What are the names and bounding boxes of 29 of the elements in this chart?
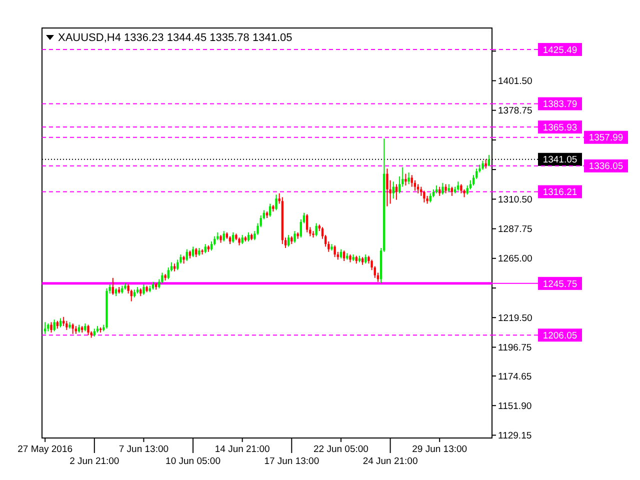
ref-line-label: 1206.05 — [542, 330, 578, 342]
y-tick-label: 1401.50 — [498, 76, 532, 88]
ref-line-label: 1357.99 — [588, 132, 624, 144]
y-tick-label: 1287.75 — [498, 224, 532, 236]
y-tick-label: 1378.75 — [498, 106, 532, 117]
x-tick-label: 27 May 2016 — [18, 444, 73, 455]
ref-line-label: 1425.49 — [542, 44, 578, 56]
x-tick-label: 22 Jun 05:00 — [314, 444, 368, 455]
ref-line-label: 1316.21 — [542, 187, 578, 198]
x-tick-label: 24 Jun 21:00 — [362, 456, 418, 467]
y-tick-label: 1174.65 — [498, 371, 532, 382]
x-tick-label: 17 Jun 13:00 — [264, 456, 320, 467]
y-tick-label: 1265.00 — [498, 254, 532, 265]
ref-line-label: 1341.05 — [542, 154, 578, 166]
y-tick-label: 1310.50 — [498, 194, 532, 206]
ref-line-label: 1245.75 — [542, 278, 578, 290]
chart-title: XAUUSD,H4 1336.23 1344.45 1335.78 1341.05 — [58, 32, 292, 44]
y-tick-label: 1219.50 — [498, 312, 532, 324]
y-tick-label: 1196.75 — [498, 342, 532, 354]
x-tick-label: 10 Jun 05:00 — [166, 456, 220, 467]
x-tick-label: 7 Jun 13:00 — [118, 444, 169, 455]
x-tick-label: 2 Jun 21:00 — [70, 456, 120, 467]
x-tick-label: 14 Jun 21:00 — [214, 444, 270, 455]
y-tick-label: 1129.15 — [498, 430, 532, 442]
ref-line-label: 1365.93 — [542, 122, 578, 134]
x-tick-label: 29 Jun 13:00 — [412, 444, 468, 455]
ref-line-label: 1336.05 — [588, 161, 624, 172]
ref-line-label: 1383.79 — [542, 99, 578, 110]
y-tick-label: 1151.90 — [498, 400, 532, 412]
